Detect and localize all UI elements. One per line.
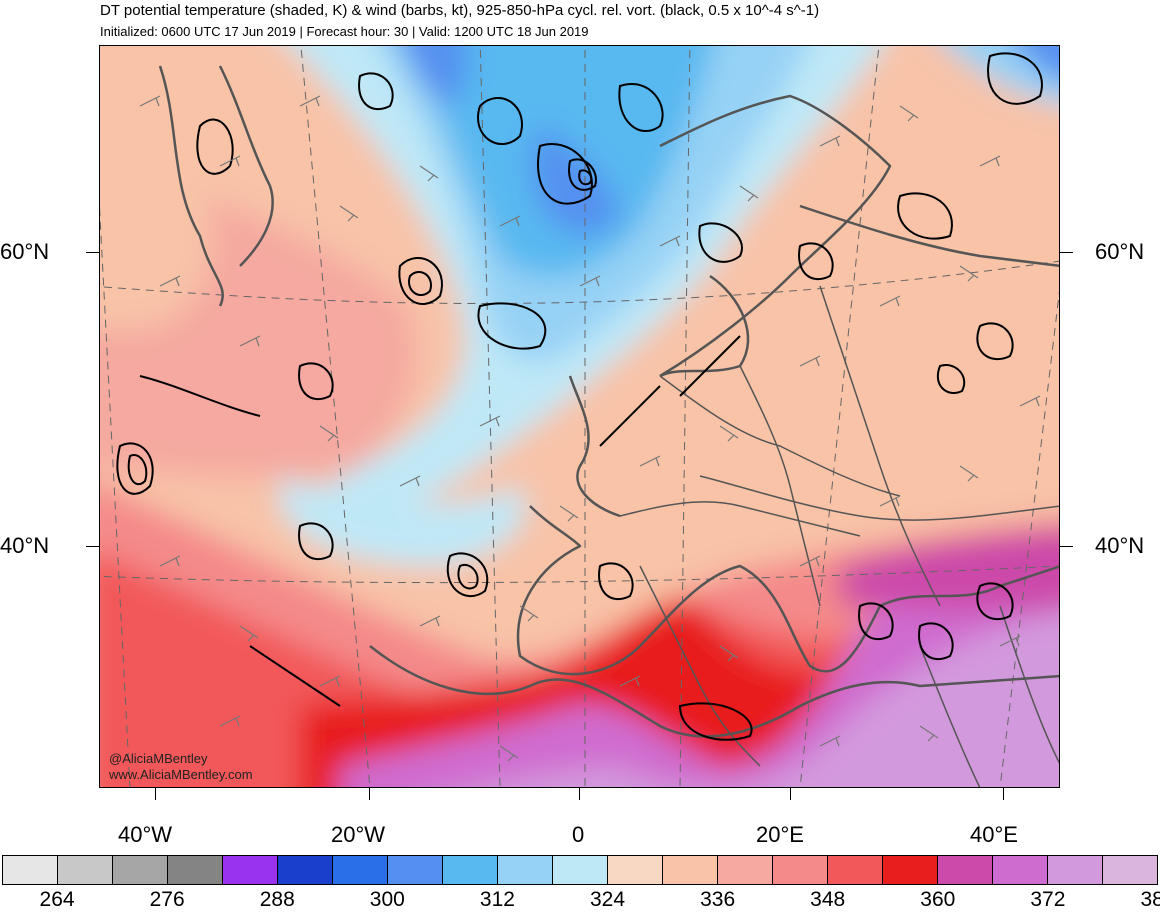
lon-label-20w: 20°W: [331, 822, 386, 847]
colorbar-label: 372: [1030, 888, 1066, 911]
wind-barbs: [139, 95, 1041, 762]
colorbar-label: 276: [149, 888, 185, 911]
colorbar-swatch: [388, 856, 443, 884]
colorbar-swatch: [883, 856, 938, 884]
lon-tick-0: [579, 788, 580, 800]
colorbar-label: 360: [920, 888, 956, 911]
colorbar-label: 336: [700, 888, 736, 911]
lon-label-40w: 40°W: [118, 822, 173, 847]
map-panel: @AliciaMBentley www.AliciaMBentley.com: [99, 45, 1060, 788]
lon-label-20e: 20°E: [756, 822, 804, 847]
lon-tick-20e: [790, 788, 791, 800]
lat-label-left-60n: 60°N: [0, 239, 50, 264]
colorbar: [2, 855, 1158, 885]
country-borders: [619, 285, 1059, 787]
colorbar-swatch: [663, 856, 718, 884]
colorbar-swatch: [773, 856, 828, 884]
lon-tick-40e: [1003, 788, 1004, 800]
chart-title: DT potential temperature (shaded, K) & w…: [100, 2, 820, 19]
colorbar-label: 324: [589, 888, 626, 911]
colorbar-swatch: [333, 856, 388, 884]
colorbar-swatch: [938, 856, 993, 884]
colorbar-label: 264: [39, 888, 75, 911]
lon-tick-40w: [155, 788, 156, 800]
colorbar-label: 300: [369, 888, 405, 911]
map-canvas: [100, 46, 1059, 787]
colorbar-swatch: [1048, 856, 1103, 884]
graticule: [100, 46, 1059, 787]
colorbar-swatch: [58, 856, 113, 884]
colorbar-swatch: [553, 856, 608, 884]
lat-tick-left-40: [86, 546, 99, 547]
lat-label-right-60n: 60°N: [1095, 239, 1145, 264]
lat-label-left-40n: 40°N: [0, 533, 50, 558]
colorbar-swatch: [718, 856, 773, 884]
chart-subtitle: Initialized: 0600 UTC 17 Jun 2019 | Fore…: [100, 24, 589, 39]
colorbar-swatch: [498, 856, 553, 884]
colorbar-swatch: [608, 856, 663, 884]
colorbar-swatch: [993, 856, 1048, 884]
lat-label-right-40n: 40°N: [1095, 533, 1145, 558]
temperature-shading: [100, 46, 1059, 787]
vorticity-contours: [116, 52, 1043, 741]
colorbar-label: 348: [810, 888, 846, 911]
colorbar-swatch: [443, 856, 498, 884]
lat-tick-left-60: [86, 252, 99, 253]
lon-tick-20w: [369, 788, 370, 800]
colorbar-swatch: [278, 856, 333, 884]
colorbar-swatch: [828, 856, 883, 884]
lon-label-0: 0: [572, 822, 585, 847]
colorbar-swatch: [3, 856, 58, 884]
coastlines: [158, 65, 1059, 738]
credit-website: www.AliciaMBentley.com: [109, 767, 253, 782]
colorbar-swatch: [168, 856, 223, 884]
colorbar-label: 384: [1140, 888, 1160, 911]
colorbar-swatch: [1103, 856, 1157, 884]
colorbar-swatch: [223, 856, 278, 884]
lat-tick-right-60: [1060, 252, 1073, 253]
credit-handle: @AliciaMBentley: [109, 751, 208, 766]
colorbar-label: 288: [259, 888, 295, 911]
lat-tick-right-40: [1060, 546, 1073, 547]
lon-label-40e: 40°E: [970, 822, 1018, 847]
colorbar-label: 312: [479, 888, 515, 911]
colorbar-swatch: [113, 856, 168, 884]
